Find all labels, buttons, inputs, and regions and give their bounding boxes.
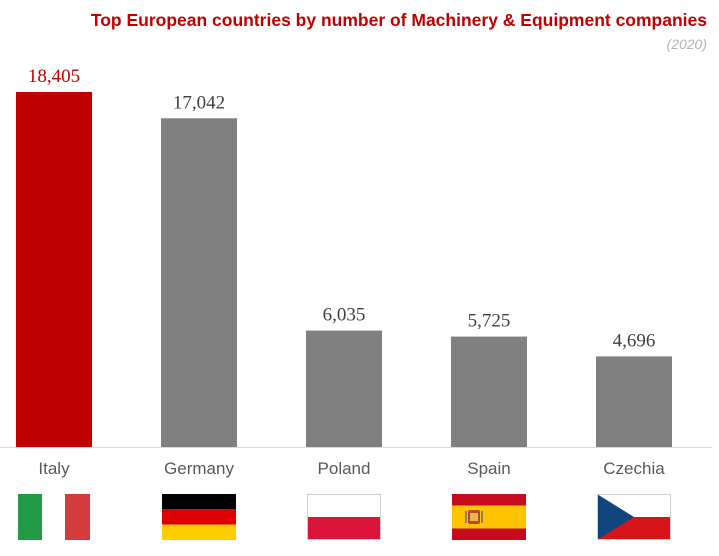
category-label-poland: Poland <box>318 459 371 478</box>
chart-title: Top European countries by number of Mach… <box>90 10 707 30</box>
chart-subtitle: (2020) <box>666 36 707 52</box>
bars-group <box>16 92 672 448</box>
category-label-germany: Germany <box>164 459 234 478</box>
value-label-czechia: 4,696 <box>613 330 656 351</box>
value-label-italy: 18,405 <box>28 66 80 87</box>
bar-italy <box>16 92 92 447</box>
bar-poland <box>306 330 382 447</box>
italy-flag <box>18 494 90 540</box>
germany-flag <box>162 494 236 540</box>
category-labels-group: Italy Germany Poland Spain Czechia <box>38 459 665 478</box>
value-label-germany: 17,042 <box>173 92 225 113</box>
category-label-italy: Italy <box>38 459 70 478</box>
category-label-spain: Spain <box>467 459 510 478</box>
spain-flag <box>452 494 526 540</box>
value-label-spain: 5,725 <box>468 311 511 332</box>
value-labels-group: 18,405 17,042 6,035 5,725 4,696 <box>28 66 656 351</box>
flags-group <box>18 494 671 540</box>
bar-spain <box>451 336 527 447</box>
czechia-flag <box>597 494 671 540</box>
bar-germany <box>161 118 237 448</box>
bar-czechia <box>596 356 672 447</box>
category-label-czechia: Czechia <box>603 459 665 478</box>
value-label-poland: 6,035 <box>323 305 366 326</box>
poland-flag <box>307 494 381 540</box>
